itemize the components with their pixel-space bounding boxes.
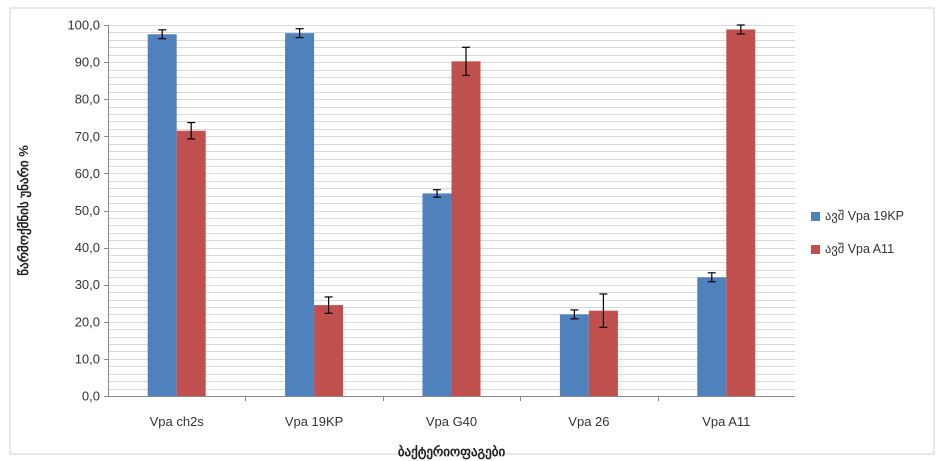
y-axis-label: წარმოქმნის უნარი % (16, 145, 32, 276)
y-tick-label: 50,0 (75, 203, 100, 218)
error-bars (158, 24, 745, 328)
legend-swatch-series-2 (811, 245, 820, 254)
y-tick-label: 70,0 (75, 129, 100, 144)
x-tick-label: Vpa 26 (568, 414, 609, 429)
bar-series-1-1 (285, 33, 315, 397)
y-tick-label: 100,0 (67, 18, 100, 33)
x-tick-label: Vpa G40 (426, 414, 477, 429)
bar-series-2-0 (176, 130, 206, 397)
y-axis-ticks: 0,0 10,0 20,0 30,0 40,0 50,0 60,0 70,0 80,0 90,0 1… (67, 18, 108, 404)
legend: ავშ Vpa 19KP ავშ Vpa A11 (811, 209, 904, 257)
y-tick-label: 60,0 (75, 166, 100, 181)
y-tick-label: 30,0 (75, 277, 100, 292)
y-tick-label: 0,0 (82, 389, 100, 404)
legend-label-series-1: ავშ Vpa 19KP (825, 209, 904, 224)
bar-series-2-4 (726, 29, 756, 397)
bar-series-1-3 (559, 314, 589, 396)
y-tick-label: 20,0 (75, 314, 100, 329)
x-axis-ticks: Vpa ch2s Vpa 19KP Vpa G40 Vpa 26 Vpa A11 (150, 396, 750, 429)
y-tick-label: 90,0 (75, 55, 100, 70)
x-tick-label: Vpa A11 (702, 414, 750, 429)
x-tick-label: Vpa ch2s (150, 414, 205, 429)
bar-series-1-2 (422, 193, 452, 396)
x-tick-label: Vpa 19KP (285, 414, 344, 429)
bar-series-2-2 (451, 61, 481, 396)
bars (147, 29, 756, 397)
legend-swatch-series-1 (811, 212, 820, 221)
bar-series-2-1 (314, 305, 344, 396)
legend-label-series-2: ავშ Vpa A11 (825, 242, 894, 257)
y-tick-label: 10,0 (75, 351, 100, 366)
y-tick-label: 40,0 (75, 240, 100, 255)
y-tick-label: 80,0 (75, 92, 100, 107)
bar-series-1-4 (697, 277, 727, 396)
bar-series-1-0 (147, 34, 177, 397)
x-axis-label: ბაქტერიოფაგები (398, 444, 506, 460)
